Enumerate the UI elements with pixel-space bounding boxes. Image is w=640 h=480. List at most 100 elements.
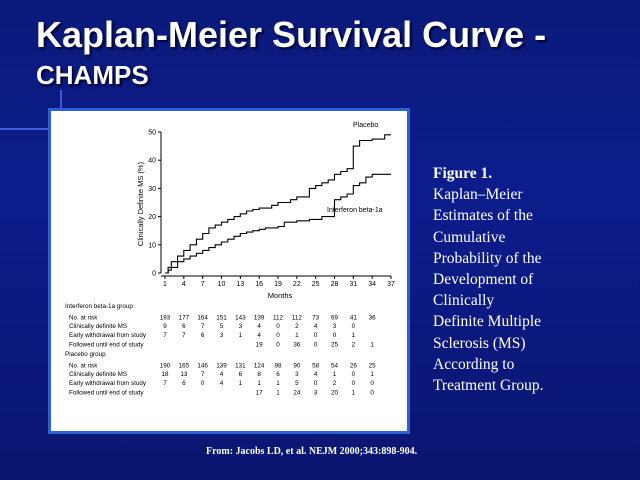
- risk-cell: 18: [161, 371, 169, 378]
- risk-cell: 193: [160, 314, 171, 321]
- risk-cell: 90: [293, 362, 301, 369]
- risk-cell: 36: [369, 314, 377, 321]
- risk-cell: 69: [331, 314, 339, 321]
- risk-cell: 164: [197, 314, 208, 321]
- x-tick-label: 34: [368, 281, 376, 288]
- risk-cell: 139: [254, 314, 265, 321]
- y-axis-label: Clinically Definite MS (%): [136, 161, 145, 246]
- risk-group-header: Placebo group: [65, 351, 106, 358]
- risk-cell: 151: [216, 314, 227, 321]
- risk-cell: 0: [352, 371, 356, 378]
- risk-cell: 0: [201, 380, 205, 387]
- risk-cell: 7: [163, 332, 167, 339]
- risk-cell: 73: [312, 314, 320, 321]
- x-tick-label: 1: [163, 281, 167, 288]
- risk-row-label: Followed until end of study: [69, 342, 144, 349]
- risk-cell: 5: [295, 380, 299, 387]
- y-tick-label: 30: [148, 186, 156, 193]
- x-tick-label: 16: [255, 281, 263, 288]
- x-tick-label: 10: [218, 281, 226, 288]
- risk-cell: 177: [179, 314, 190, 321]
- risk-cell: 4: [257, 332, 261, 339]
- y-tick-label: 0: [152, 271, 156, 278]
- risk-row-label: No. at risk: [69, 314, 98, 321]
- series-line-placebo: [165, 134, 391, 274]
- risk-cell: 165: [179, 362, 190, 369]
- risk-cell: 3: [239, 323, 243, 330]
- x-tick-label: 28: [331, 281, 339, 288]
- risk-cell: 1: [295, 332, 299, 339]
- risk-cell: 190: [160, 362, 171, 369]
- x-tick-label: 4: [182, 281, 186, 288]
- annotation-interferon: Interferon beta-1a: [327, 207, 383, 214]
- y-tick-label: 10: [148, 242, 156, 249]
- risk-cell: 13: [180, 371, 188, 378]
- risk-cell: 58: [312, 362, 320, 369]
- risk-cell: 2: [333, 380, 337, 387]
- series-line-interferon: [165, 173, 391, 274]
- caption-heading: Figure 1.: [433, 165, 493, 182]
- x-tick-label: 25: [312, 281, 320, 288]
- decorative-rule-horizontal: [0, 128, 48, 130]
- risk-cell: 6: [201, 332, 205, 339]
- risk-cell: 26: [350, 362, 358, 369]
- risk-cell: 4: [220, 371, 224, 378]
- risk-cell: 25: [369, 362, 377, 369]
- figure-panel: 0 10 20 30 40 50 1 4 7 10 13 16 19 22 25 28 31 34 37 Months…: [48, 108, 410, 434]
- risk-row-label: Early withdrawal from study: [69, 380, 147, 387]
- risk-cell: 7: [163, 380, 167, 387]
- risk-cell: 1: [257, 380, 261, 387]
- risk-cell: 41: [350, 314, 358, 321]
- y-tick-label: 50: [148, 130, 156, 137]
- risk-cell: 7: [201, 371, 205, 378]
- risk-cell: 17: [256, 390, 264, 397]
- risk-cell: 6: [239, 371, 243, 378]
- y-tick-label: 20: [148, 214, 156, 221]
- decorative-rule-vertical: [60, 90, 62, 110]
- risk-row-label: Followed until end of study: [69, 390, 144, 397]
- x-tick-label: 19: [274, 281, 282, 288]
- risk-cell: 98: [274, 362, 282, 369]
- risk-cell: 5: [220, 323, 224, 330]
- y-tick-label: 40: [148, 158, 156, 165]
- risk-cell: 139: [216, 362, 227, 369]
- caption-body: Kaplan–Meier Estimates of the Cumulative…: [433, 186, 544, 395]
- risk-cell: 0: [314, 332, 318, 339]
- x-tick-label: 31: [349, 281, 357, 288]
- risk-cell: 6: [182, 323, 186, 330]
- risk-cell: 0: [276, 323, 280, 330]
- source-citation: From: Jacobs LD, et al. NEJM 2000;343:89…: [206, 446, 418, 457]
- risk-cell: 1: [352, 390, 356, 397]
- risk-row-label: Early withdrawal from study: [69, 332, 147, 339]
- risk-cell: 0: [352, 380, 356, 387]
- risk-cell: 112: [292, 314, 303, 321]
- annotation-placebo: Placebo: [353, 122, 378, 129]
- risk-cell: 112: [273, 314, 284, 321]
- risk-cell: 0: [276, 342, 280, 349]
- risk-cell: 1: [370, 342, 374, 349]
- x-tick-label: 37: [387, 281, 395, 288]
- slide-subtitle: CHAMPS: [36, 60, 149, 90]
- risk-row-label: Clinically definite MS: [69, 323, 127, 330]
- risk-cell: 25: [331, 342, 339, 349]
- risk-cell: 1: [352, 332, 356, 339]
- risk-cell: 0: [352, 323, 356, 330]
- risk-cell: 36: [293, 342, 301, 349]
- risk-cell: 6: [182, 380, 186, 387]
- risk-cell: 4: [220, 380, 224, 387]
- x-tick-label: 22: [293, 281, 301, 288]
- risk-row-label: No. at risk: [69, 362, 98, 369]
- risk-cell: 0: [333, 332, 337, 339]
- x-axis-label: Months: [268, 291, 293, 300]
- risk-cell: 7: [201, 323, 205, 330]
- risk-cell: 4: [314, 371, 318, 378]
- risk-cell: 19: [256, 342, 264, 349]
- risk-cell: 1: [276, 390, 280, 397]
- risk-cell: 3: [314, 390, 318, 397]
- figure-caption: Figure 1. Kaplan–Meier Estimates of the C…: [433, 163, 623, 396]
- risk-cell: 3: [220, 332, 224, 339]
- risk-row-label: Clinically definite MS: [69, 371, 127, 378]
- risk-cell: 146: [197, 362, 208, 369]
- risk-cell: 0: [314, 342, 318, 349]
